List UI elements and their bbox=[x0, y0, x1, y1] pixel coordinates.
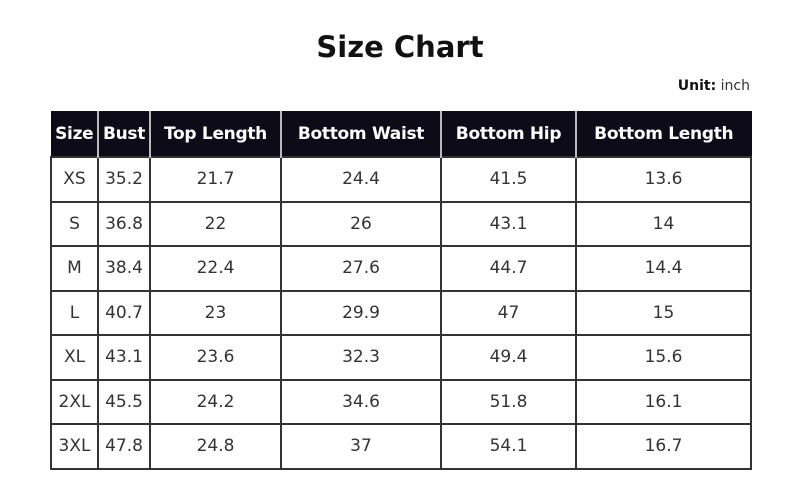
table-cell: 15.6 bbox=[575, 334, 752, 381]
table-row: 2XL 45.5 24.2 34.6 51.8 16.1 bbox=[50, 378, 752, 425]
table-cell: 47 bbox=[440, 289, 577, 336]
table-cell: 47.8 bbox=[97, 423, 151, 470]
table-row: XL 43.1 23.6 32.3 49.4 15.6 bbox=[50, 334, 752, 381]
table-cell: 54.1 bbox=[440, 423, 577, 470]
unit-note: Unit: inch bbox=[678, 78, 750, 94]
table-cell: 24.4 bbox=[280, 156, 442, 203]
column-header: Bottom Waist bbox=[280, 111, 442, 157]
table-cell: 14.4 bbox=[575, 245, 752, 292]
table-cell: 24.8 bbox=[149, 423, 282, 470]
table-cell: 22.4 bbox=[149, 245, 282, 292]
table-cell: 13.6 bbox=[575, 156, 752, 203]
table-row: 3XL 47.8 24.8 37 54.1 16.7 bbox=[50, 423, 752, 470]
table-cell: L bbox=[50, 289, 99, 336]
table-cell: 23.6 bbox=[149, 334, 282, 381]
page-title: Size Chart bbox=[316, 30, 484, 64]
column-header: Bottom Length bbox=[575, 111, 752, 157]
table-cell: 41.5 bbox=[440, 156, 577, 203]
table-cell: 37 bbox=[280, 423, 442, 470]
unit-value: inch bbox=[720, 78, 750, 94]
table-cell: 36.8 bbox=[97, 200, 151, 247]
table-cell: XS bbox=[50, 156, 99, 203]
table-cell: 35.2 bbox=[97, 156, 151, 203]
header-row: Size Bust Top Length Bottom Waist Bottom Hip… bbox=[50, 111, 752, 157]
table-cell: 45.5 bbox=[97, 378, 151, 425]
table-cell: 32.3 bbox=[280, 334, 442, 381]
column-header: Bottom Hip bbox=[440, 111, 577, 157]
table-cell: 44.7 bbox=[440, 245, 577, 292]
size-chart-table: Size Bust Top Length Bottom Waist Bottom Hip… bbox=[50, 111, 752, 470]
table-cell: 34.6 bbox=[280, 378, 442, 425]
table-cell: 2XL bbox=[50, 378, 99, 425]
table-cell: 43.1 bbox=[440, 200, 577, 247]
table-cell: 51.8 bbox=[440, 378, 577, 425]
table-cell: 24.2 bbox=[149, 378, 282, 425]
table-row: M 38.4 22.4 27.6 44.7 14.4 bbox=[50, 245, 752, 292]
column-header: Size bbox=[50, 111, 99, 157]
table-row: S 36.8 22 26 43.1 14 bbox=[50, 200, 752, 247]
unit-label: Unit: bbox=[677, 78, 717, 94]
table-cell: 49.4 bbox=[440, 334, 577, 381]
table-cell: 15 bbox=[575, 289, 752, 336]
table-row: L 40.7 23 29.9 47 15 bbox=[50, 289, 752, 336]
table-cell: XL bbox=[50, 334, 99, 381]
column-header: Top Length bbox=[149, 111, 282, 157]
table-cell: 16.1 bbox=[575, 378, 752, 425]
table-cell: 3XL bbox=[50, 423, 99, 470]
table-cell: S bbox=[50, 200, 99, 247]
table-cell: M bbox=[50, 245, 99, 292]
table-cell: 22 bbox=[149, 200, 282, 247]
table-cell: 27.6 bbox=[280, 245, 442, 292]
column-header: Bust bbox=[97, 111, 151, 157]
table-cell: 14 bbox=[575, 200, 752, 247]
table-cell: 29.9 bbox=[280, 289, 442, 336]
table-cell: 40.7 bbox=[97, 289, 151, 336]
table-cell: 21.7 bbox=[149, 156, 282, 203]
table-cell: 43.1 bbox=[97, 334, 151, 381]
table-cell: 23 bbox=[149, 289, 282, 336]
table-cell: 16.7 bbox=[575, 423, 752, 470]
table-row: XS 35.2 21.7 24.4 41.5 13.6 bbox=[50, 156, 752, 203]
table-cell: 38.4 bbox=[97, 245, 151, 292]
table-cell: 26 bbox=[280, 200, 442, 247]
